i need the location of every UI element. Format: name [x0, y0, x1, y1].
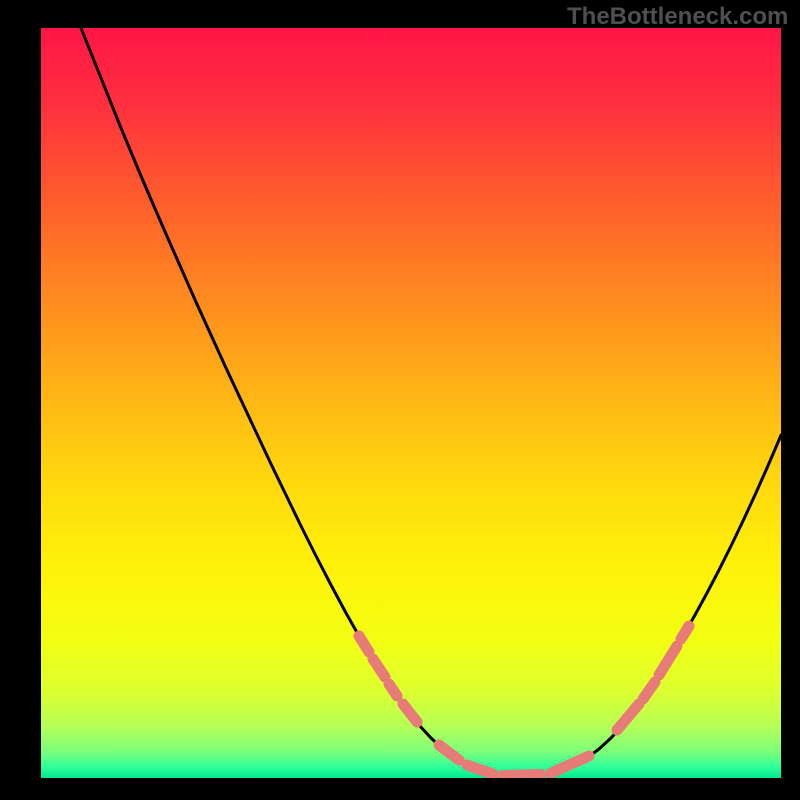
marker-segment [503, 775, 541, 776]
watermark-text: TheBottleneck.com [567, 3, 788, 31]
marker-segment [681, 626, 689, 639]
chart-root: { "canvas": { "width": 800, "height": 80… [0, 0, 800, 800]
marker-group [359, 626, 689, 776]
marker-segment [439, 745, 459, 760]
marker-segment [389, 684, 397, 696]
bottleneck-curve [81, 28, 781, 777]
plot-area [41, 28, 781, 778]
marker-segment [551, 756, 589, 773]
marker-segment [467, 765, 493, 774]
marker-segment [403, 704, 417, 722]
marker-segment [373, 659, 385, 677]
marker-segment [659, 646, 677, 675]
marker-segment [643, 682, 655, 699]
curve-layer [41, 28, 781, 778]
marker-segment [617, 704, 639, 730]
marker-segment [359, 636, 369, 652]
